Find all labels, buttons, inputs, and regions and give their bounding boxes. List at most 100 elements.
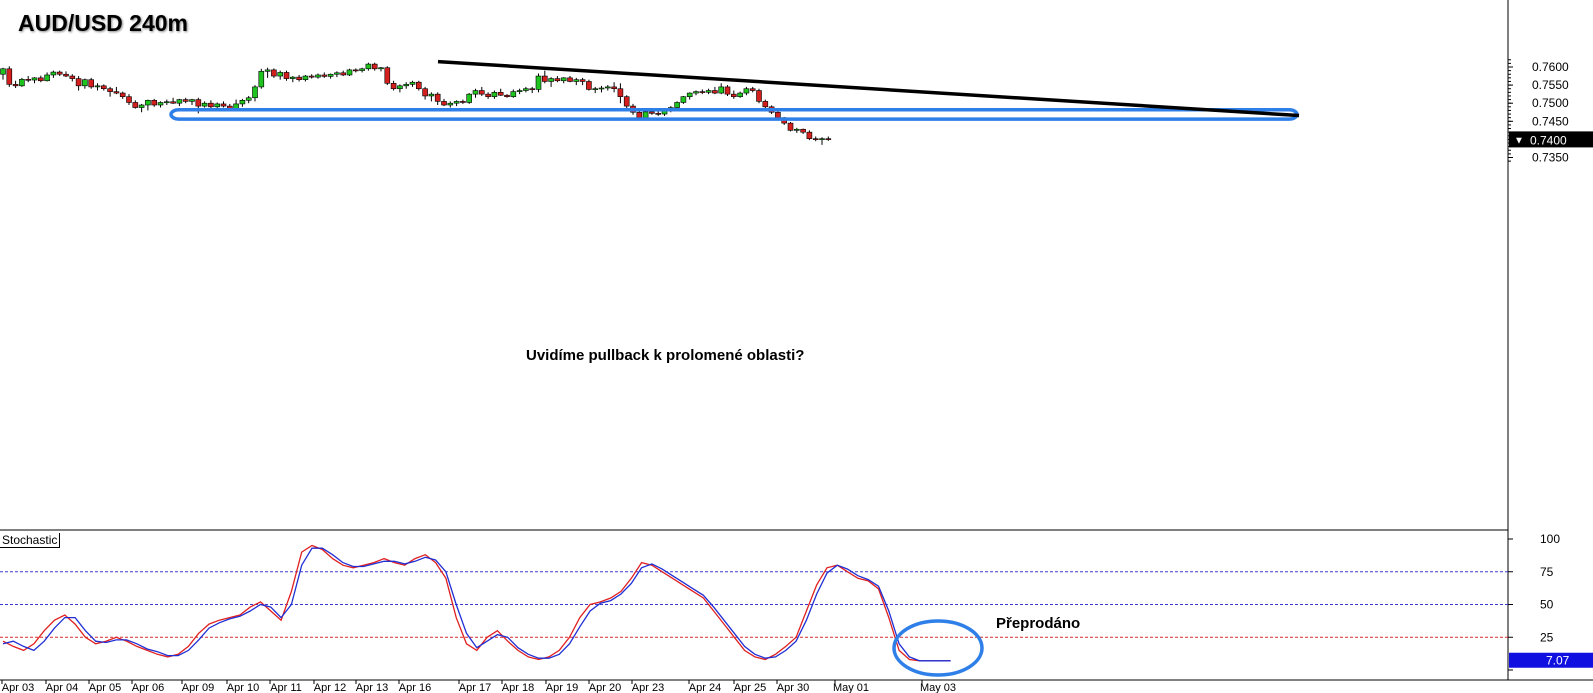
stochastic-label: Stochastic	[0, 533, 61, 548]
candle	[101, 85, 107, 90]
candle	[334, 72, 340, 75]
candle	[44, 74, 50, 82]
time-label: Apr 13	[356, 682, 388, 693]
candle	[680, 96, 687, 103]
candle	[491, 92, 498, 97]
candle	[730, 93, 737, 97]
candle	[19, 79, 25, 87]
candle	[478, 90, 485, 95]
candle	[264, 69, 271, 72]
candle	[573, 79, 580, 82]
candle	[460, 101, 466, 103]
candle	[775, 111, 781, 118]
candle	[825, 138, 832, 140]
time-label: Apr 23	[632, 682, 664, 693]
candle	[220, 103, 227, 107]
candle	[315, 74, 321, 78]
candle	[749, 88, 756, 91]
candle	[113, 91, 120, 94]
candle	[485, 93, 491, 97]
candle	[535, 75, 542, 90]
candle	[107, 88, 113, 92]
candle	[718, 86, 725, 94]
chart-title: AUD/USD 240m	[18, 10, 188, 36]
candle	[94, 85, 101, 88]
candle	[674, 102, 680, 108]
candle	[800, 128, 806, 133]
candle	[724, 86, 731, 95]
candle	[743, 88, 750, 94]
current-price-label: 0.7400	[1530, 133, 1567, 147]
candle	[233, 103, 239, 109]
candle	[321, 74, 328, 77]
candle	[649, 111, 655, 114]
candle	[31, 77, 38, 81]
candle	[510, 91, 517, 97]
candle	[239, 100, 246, 105]
candle	[25, 79, 32, 81]
candle	[308, 75, 315, 78]
candle	[567, 77, 573, 82]
candle	[69, 75, 76, 79]
candle	[541, 75, 548, 82]
time-label: Apr 05	[89, 682, 121, 693]
candle	[352, 69, 359, 72]
candle	[50, 71, 57, 76]
candle	[415, 81, 422, 90]
time-label: Apr 25	[734, 682, 766, 693]
price-tick-label: 0.7550	[1532, 78, 1569, 92]
price-tick-label: 0.7350	[1532, 151, 1569, 165]
candle	[441, 101, 447, 106]
pullback-annotation: Uvidíme pullback k prolomené oblasti?	[526, 347, 805, 364]
candle	[699, 91, 706, 93]
candle	[340, 72, 347, 76]
stoch-current-label: 7.07	[1546, 654, 1570, 668]
candle	[365, 63, 372, 70]
candle	[145, 100, 151, 106]
candle	[472, 90, 479, 95]
current-price-box	[1509, 131, 1593, 148]
candle	[176, 99, 183, 104]
price-tick-label: 0.7500	[1532, 96, 1569, 110]
candle	[636, 111, 643, 118]
candle	[151, 100, 157, 106]
stoch-current-box	[1509, 652, 1593, 668]
price-tick-label: 0.7450	[1532, 114, 1569, 128]
time-label: Apr 18	[502, 682, 534, 693]
candle	[806, 131, 813, 139]
candle	[579, 79, 586, 82]
candle	[164, 101, 170, 104]
candle	[504, 94, 510, 97]
candle	[201, 102, 208, 107]
time-label: Apr 12	[314, 682, 346, 693]
candle	[409, 81, 416, 85]
stoch-line-k	[2, 547, 951, 662]
candle	[37, 77, 44, 82]
candle	[447, 102, 454, 106]
candle	[119, 92, 126, 97]
candle	[283, 72, 290, 79]
candle	[712, 90, 718, 94]
candle	[289, 76, 296, 79]
candle	[271, 69, 277, 77]
time-label: Apr 24	[689, 682, 721, 693]
time-label: Apr 03	[2, 682, 34, 693]
candle	[138, 104, 145, 108]
candle	[642, 111, 649, 118]
oversold-annotation: Přeprodáno	[996, 615, 1081, 632]
candle	[560, 77, 567, 82]
candle	[655, 113, 662, 115]
candle	[737, 92, 743, 97]
candle	[390, 82, 397, 90]
candle	[132, 102, 139, 108]
candle	[384, 67, 391, 84]
candle	[208, 102, 214, 108]
candle	[189, 99, 195, 102]
broken-zone-box	[169, 107, 1299, 121]
time-label: Apr 10	[227, 682, 259, 693]
time-label: Apr 30	[777, 682, 809, 693]
candle	[252, 86, 258, 99]
stoch-tick-label: 100	[1540, 532, 1560, 546]
candle	[623, 96, 630, 107]
